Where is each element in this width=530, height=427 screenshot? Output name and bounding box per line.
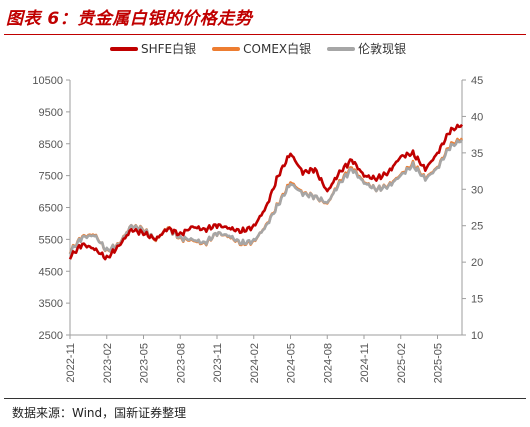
y-right-tick-label: 45	[471, 75, 483, 87]
legend-swatch-comex	[212, 46, 241, 51]
y-left-tick-label: 6500	[39, 203, 63, 215]
x-tick-label: 2024-11	[359, 343, 371, 383]
y-left-tick-label: 4500	[39, 266, 63, 278]
y-right-tick-label: 15	[471, 294, 483, 306]
legend-label-comex: COMEX白银	[243, 42, 312, 56]
legend-item-london: 伦敦现银	[327, 40, 406, 57]
y-right-tick-label: 20	[471, 257, 483, 269]
legend-swatch-london	[327, 46, 356, 51]
chart-series	[68, 123, 464, 261]
x-tick-label: 2025-05	[433, 343, 445, 383]
source-rule	[4, 398, 526, 399]
x-tick-label: 2024-05	[286, 343, 298, 383]
legend-label-london: 伦敦现银	[358, 42, 407, 56]
x-tick-label: 2023-02	[102, 343, 114, 383]
legend: SHFE白银 COMEX白银 伦敦现银	[110, 40, 422, 57]
y-left-tick-label: 5500	[39, 234, 63, 246]
y-right-tick-label: 35	[471, 148, 483, 160]
x-tick-label: 2024-08	[322, 343, 334, 383]
x-tick-label: 2025-02	[396, 343, 408, 383]
y-left-tick-label: 10500	[32, 75, 63, 87]
x-tick-label: 2024-02	[249, 343, 261, 383]
legend-item-shfe: SHFE白银	[110, 40, 196, 57]
y-left-tick-label: 3500	[39, 298, 63, 310]
y-left-tick-label: 9500	[39, 107, 63, 119]
y-right-tick-label: 40	[471, 111, 483, 123]
chart-axes: 2500 3500 4500 5500 6500 7500 8500 9500 10500 10 1…	[32, 75, 483, 383]
y-left-tick-label: 8500	[39, 139, 63, 151]
x-tick-label: 2023-08	[175, 343, 187, 383]
x-tick-label: 2023-05	[139, 343, 151, 383]
title-rule	[4, 34, 526, 35]
legend-label-shfe: SHFE白银	[141, 42, 197, 56]
series-line-2	[68, 138, 464, 255]
y-left-tick-label: 2500	[39, 330, 63, 342]
legend-item-comex: COMEX白银	[212, 40, 311, 57]
x-tick-label: 2023-11	[212, 343, 224, 383]
legend-swatch-shfe	[110, 46, 138, 51]
chart-title: 图表 6：贵金属白银的价格走势	[6, 9, 253, 29]
x-tick-label: 2022-11	[65, 343, 77, 383]
y-right-tick-label: 25	[471, 221, 483, 233]
series-line-0	[68, 123, 464, 261]
source-note: 数据来源：Wind，国新证券整理	[12, 406, 187, 420]
y-right-tick-label: 30	[471, 184, 483, 196]
y-right-tick-label: 10	[471, 330, 483, 342]
y-left-tick-label: 7500	[39, 171, 63, 183]
